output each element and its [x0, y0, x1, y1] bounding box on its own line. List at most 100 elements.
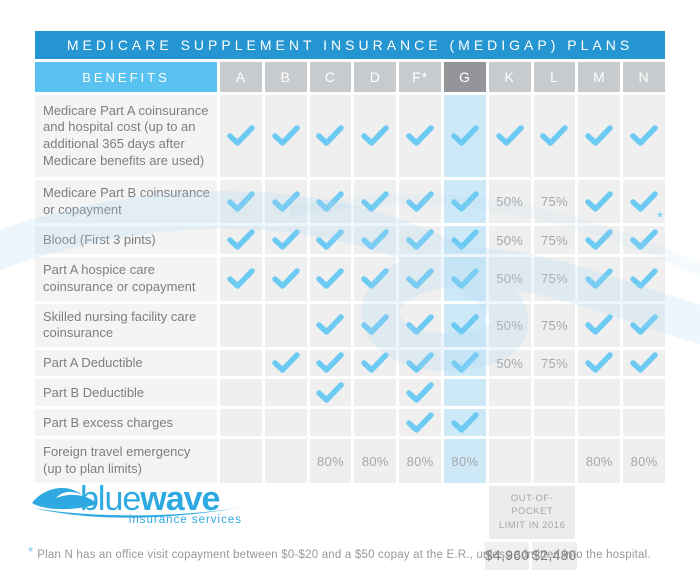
checkmark-icon: [361, 268, 390, 289]
checkmark-icon: [451, 229, 479, 250]
plan-m-cell: [578, 257, 621, 301]
plan-n-cell: [623, 257, 665, 301]
checkmark-icon: [406, 412, 434, 433]
plan-d-cell: [354, 349, 397, 377]
checkmark-icon: [585, 190, 614, 212]
table-row: Part B Deductible: [35, 379, 665, 407]
checkmark-icon: [585, 268, 614, 289]
table-row: Medicare Part B coinsurance or copayment…: [35, 180, 665, 225]
checkmark-icon: [495, 125, 524, 146]
plan-f-cell: [399, 226, 441, 255]
table-row: Part A hospice care coinsurance or copay…: [35, 257, 665, 301]
plan-m-cell: [578, 303, 621, 347]
out-of-pocket-values-row: $4,960 $2,480: [35, 541, 665, 570]
plan-k-cell: 50%: [488, 180, 531, 224]
svg-text:bluewave: bluewave: [80, 480, 220, 518]
checkmark-icon: [271, 352, 300, 373]
checkmark-icon: [451, 412, 479, 433]
checkmark-icon: [361, 314, 390, 335]
plan-a-cell: [220, 439, 262, 483]
checkmark-icon: [451, 190, 479, 212]
plan-c-cell: [309, 257, 352, 301]
checkmark-icon: [316, 190, 345, 212]
plan-column-header-a: A: [220, 62, 262, 92]
table-row: Part B excess charges: [35, 409, 665, 437]
plan-g-cell: [443, 379, 486, 407]
table-row: Skilled nursing facility care coinsuranc…: [35, 303, 665, 347]
plan-n-cell: [623, 303, 665, 347]
plan-g-cell: [443, 349, 486, 377]
checkmark-icon: [361, 352, 390, 373]
plan-column-header-m: M: [578, 62, 621, 92]
plan-l-cell: 75%: [533, 180, 576, 224]
footnote: * Plan N has an office visit copayment be…: [28, 544, 651, 561]
table-row: Part A Deductible 50% 75%: [35, 349, 665, 377]
plan-d-cell: [354, 95, 397, 177]
plan-g-cell: [443, 226, 486, 255]
checkmark-icon: [316, 268, 345, 289]
plan-g-cell: [443, 409, 486, 437]
table-row: Medicare Part A coinsurance and hospital…: [35, 95, 665, 177]
plan-c-cell: [309, 226, 352, 255]
checkmark-icon: [406, 190, 434, 212]
benefit-label: Medicare Part A coinsurance and hospital…: [35, 95, 217, 177]
plan-l-cell: [533, 95, 576, 177]
plan-g-cell: [443, 180, 486, 224]
plan-n-cell: [623, 226, 665, 255]
plan-k-cell: 50%: [488, 257, 531, 301]
checkmark-icon: [227, 125, 255, 146]
plan-k-cell: 50%: [488, 349, 531, 377]
checkmark-icon: [316, 229, 345, 250]
plan-n-cell: 80%: [623, 439, 665, 483]
plan-m-cell: [578, 180, 621, 224]
plan-d-cell: [354, 409, 397, 437]
plan-a-cell: [220, 226, 262, 255]
checkmark-icon: [316, 314, 345, 335]
plan-l-cell: 75%: [533, 349, 576, 377]
checkmark-icon: [271, 268, 300, 289]
checkmark-icon: [361, 125, 390, 146]
plan-m-cell: [578, 349, 621, 377]
plan-f-cell: [399, 257, 441, 301]
plan-b-cell: [264, 439, 307, 483]
checkmark-icon: [316, 125, 345, 146]
plan-l-cell: 75%: [533, 303, 576, 347]
plan-g-cell: [443, 95, 486, 177]
out-of-pocket-limit-label: OUT-OF-POCKET LIMIT IN 2016: [488, 485, 576, 539]
plan-l-cell: 75%: [533, 257, 576, 301]
benefit-label: Blood (First 3 pints): [35, 226, 217, 255]
plan-b-cell: [264, 95, 307, 177]
plan-a-cell: [220, 409, 262, 437]
plan-f-cell: [399, 180, 441, 224]
checkmark-icon: [227, 229, 255, 250]
checkmark-icon: [585, 352, 614, 373]
benefit-label: Part A Deductible: [35, 349, 217, 377]
checkmark-icon: [227, 190, 255, 212]
plan-a-cell: [220, 95, 262, 177]
plan-k-cell: 50%: [488, 303, 531, 347]
plan-a-cell: [220, 180, 262, 224]
benefit-label: Part B excess charges: [35, 409, 217, 437]
plan-k-cell: [488, 409, 531, 437]
checkmark-icon: [630, 268, 658, 289]
plan-column-header-b: B: [264, 62, 307, 92]
plan-a-cell: [220, 257, 262, 301]
plan-d-cell: 80%: [354, 439, 397, 483]
plan-n-cell: [623, 379, 665, 407]
plan-m-cell: [578, 95, 621, 177]
table-row: Blood (First 3 pints) 50% 75%: [35, 226, 665, 255]
plan-c-cell: [309, 349, 352, 377]
checkmark-icon: [540, 125, 569, 146]
plan-column-header-k: K: [488, 62, 531, 92]
plan-g-cell: 80%: [443, 439, 486, 483]
plan-n-cell: *: [623, 180, 665, 225]
plan-column-header-l: L: [533, 62, 576, 92]
table-row: Foreign travel emergency (up to plan lim…: [35, 439, 665, 483]
benefit-label: Skilled nursing facility care coinsuranc…: [35, 303, 217, 347]
plan-column-header-f: F*: [399, 62, 441, 92]
wave-swoosh-icon: [32, 488, 242, 518]
plan-k-cell: 50%: [488, 226, 531, 255]
plan-b-cell: [264, 226, 307, 255]
checkmark-icon: [271, 190, 300, 212]
plan-m-cell: [578, 226, 621, 255]
